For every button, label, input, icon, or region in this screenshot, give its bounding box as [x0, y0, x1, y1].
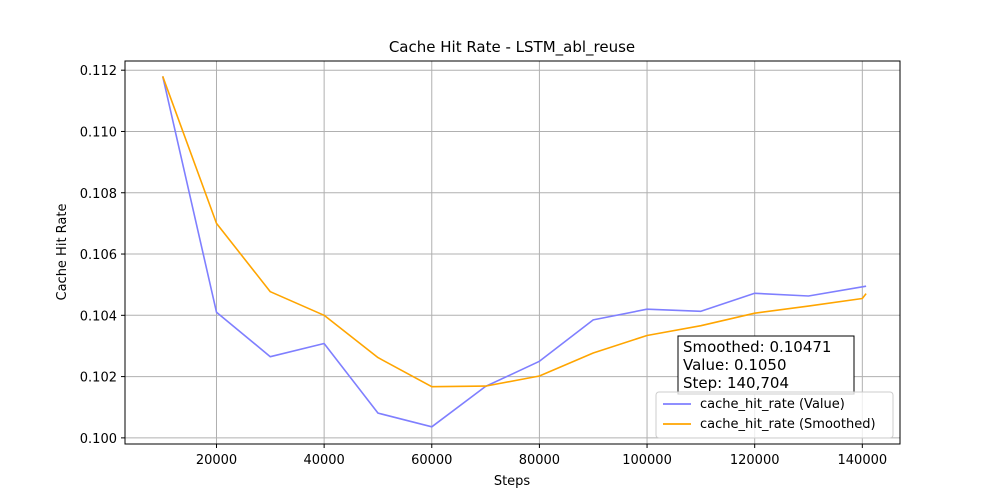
grid: [125, 61, 900, 444]
chart-title: Cache Hit Rate - LSTM_abl_reuse: [389, 38, 635, 57]
x-tick-label: 100000: [622, 453, 672, 468]
x-tick-label: 140000: [838, 453, 888, 468]
legend-box: [655, 391, 894, 439]
annotation-step: Step: 140,704: [683, 374, 789, 392]
series-line-value: [161, 76, 867, 428]
y-tick-label: 0.102: [80, 371, 117, 386]
x-tick-label: 60000: [411, 453, 452, 468]
annotation-box: [677, 335, 855, 395]
x-tick-label: 120000: [730, 453, 780, 468]
legend: cache_hit_rate (Value) cache_hit_rate (S…: [655, 391, 894, 439]
y-axis-title: Cache Hit Rate: [55, 204, 70, 301]
x-tick-label: 20000: [196, 453, 237, 468]
x-axis: 20000 40000 60000 80000 100000 120000 140000: [196, 444, 887, 468]
legend-label-smoothed: cache_hit_rate (Smoothed): [700, 417, 876, 432]
x-tick-label: 80000: [519, 453, 560, 468]
series-line-smoothed: [161, 76, 867, 388]
y-tick-label: 0.100: [80, 432, 117, 447]
series-lines: [161, 76, 867, 428]
x-axis-title: Steps: [494, 474, 531, 489]
plot-frame: [124, 60, 901, 445]
y-axis: 0.100 0.102 0.104 0.106 0.108 0.110 0.112: [80, 64, 125, 447]
annotation-value: Value: 0.1050: [683, 356, 787, 374]
y-tick-label: 0.108: [80, 187, 117, 202]
hover-annotation: Smoothed: 0.10471 Value: 0.1050 Step: 14…: [677, 335, 855, 395]
annotation-smoothed: Smoothed: 0.10471: [683, 338, 831, 356]
x-tick-label: 40000: [303, 453, 344, 468]
legend-label-value: cache_hit_rate (Value): [700, 397, 845, 412]
y-tick-label: 0.112: [80, 64, 117, 79]
y-tick-label: 0.106: [80, 248, 117, 263]
y-tick-label: 0.110: [80, 125, 117, 140]
y-tick-label: 0.104: [80, 309, 117, 324]
